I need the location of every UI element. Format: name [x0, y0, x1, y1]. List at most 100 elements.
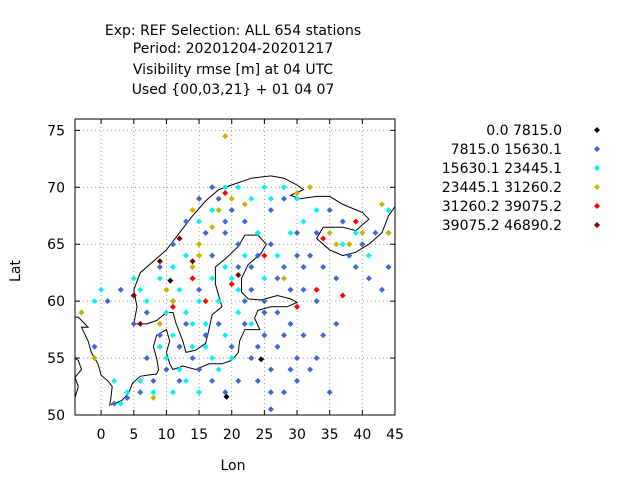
- data-point: [222, 332, 229, 339]
- y-tick-label: 60: [47, 294, 65, 310]
- y-tick-label: 55: [47, 351, 65, 367]
- data-point: [267, 241, 274, 248]
- title-line-4: Used {00,03,21} + 01 04 07: [132, 82, 335, 98]
- data-point: [222, 190, 229, 196]
- data-point: [202, 320, 209, 327]
- data-point: [235, 184, 242, 191]
- data-point: [209, 207, 216, 214]
- data-point: [261, 298, 268, 305]
- data-point: [267, 366, 274, 373]
- data-point: [130, 292, 137, 299]
- data-point: [385, 264, 392, 270]
- data-point: [169, 264, 176, 270]
- data-point: [189, 275, 196, 282]
- data-point: [339, 292, 346, 299]
- coastline-path: [75, 357, 83, 399]
- y-tick-label: 70: [47, 180, 65, 196]
- data-point: [235, 271, 242, 278]
- data-point: [167, 277, 174, 284]
- data-point: [378, 201, 385, 208]
- data-point: [235, 264, 242, 270]
- data-point: [267, 207, 274, 214]
- data-point: [320, 264, 327, 270]
- data-point: [346, 252, 353, 259]
- y-axis-label: Lat: [8, 260, 24, 282]
- data-point: [313, 355, 320, 362]
- data-point: [223, 393, 230, 400]
- data-point: [222, 229, 229, 236]
- data-point: [196, 241, 203, 248]
- data-point: [294, 190, 301, 196]
- data-point: [274, 309, 281, 316]
- data-point: [280, 332, 287, 339]
- data-point: [248, 320, 255, 327]
- data-point: [326, 229, 333, 236]
- data-point: [215, 195, 222, 202]
- data-point: [209, 275, 216, 282]
- data-point: [313, 229, 320, 236]
- legend-label: 7815.0 15630.1: [451, 142, 562, 158]
- data-point: [241, 218, 248, 225]
- x-tick-label: 10: [158, 427, 176, 443]
- data-point: [385, 229, 392, 236]
- x-tick-label: 35: [321, 427, 339, 443]
- data-point: [333, 275, 340, 282]
- data-point: [300, 286, 307, 293]
- data-point: [176, 366, 183, 373]
- data-point: [287, 320, 294, 327]
- data-point: [228, 343, 235, 350]
- data-point: [267, 389, 274, 396]
- x-tick-label: 20: [223, 427, 241, 443]
- data-point: [189, 207, 196, 214]
- data-point: [307, 184, 314, 191]
- data-point: [235, 309, 242, 316]
- data-point: [189, 343, 196, 350]
- data-point: [91, 343, 98, 350]
- data-point: [183, 252, 190, 259]
- data-point: [339, 218, 346, 225]
- data-point: [169, 241, 176, 248]
- y-tick-label: 65: [47, 237, 65, 253]
- data-point: [150, 389, 157, 396]
- data-point: [163, 355, 170, 362]
- data-point: [111, 400, 118, 407]
- data-point: [280, 184, 287, 191]
- data-point: [209, 377, 216, 384]
- data-point: [137, 377, 144, 384]
- data-point: [267, 406, 274, 413]
- data-point: [274, 252, 281, 259]
- data-point: [365, 275, 372, 282]
- data-point: [163, 286, 170, 293]
- data-point: [156, 343, 163, 350]
- data-point: [294, 355, 301, 362]
- data-point: [254, 377, 261, 384]
- y-tick-label: 50: [47, 408, 65, 424]
- data-point: [117, 400, 124, 407]
- data-point: [156, 264, 163, 270]
- data-point: [156, 320, 163, 327]
- data-point: [294, 229, 301, 236]
- coastline-path: [75, 316, 113, 406]
- data-point: [248, 286, 255, 293]
- data-point: [300, 218, 307, 225]
- legend-marker: [594, 146, 600, 152]
- data-point: [222, 133, 229, 140]
- data-point: [98, 286, 105, 293]
- legend: 0.0 7815.0 7815.0 15630.1 15630.1 23445.1 2…: [442, 123, 600, 234]
- data-point: [372, 229, 379, 236]
- data-point: [143, 298, 150, 305]
- data-point: [189, 320, 196, 327]
- data-point: [215, 207, 222, 214]
- y-axis-ticks: 50 55 60 65 70 75: [47, 123, 395, 424]
- data-point: [163, 366, 170, 373]
- data-point: [274, 343, 281, 350]
- data-point: [176, 235, 183, 242]
- x-axis-label: Lon: [221, 458, 246, 474]
- data-point: [385, 207, 392, 214]
- legend-label: 39075.2 46890.2: [442, 218, 562, 234]
- data-point: [365, 252, 372, 259]
- data-point: [222, 218, 229, 225]
- data-point: [241, 320, 248, 327]
- data-point: [333, 241, 340, 248]
- data-point: [156, 275, 163, 282]
